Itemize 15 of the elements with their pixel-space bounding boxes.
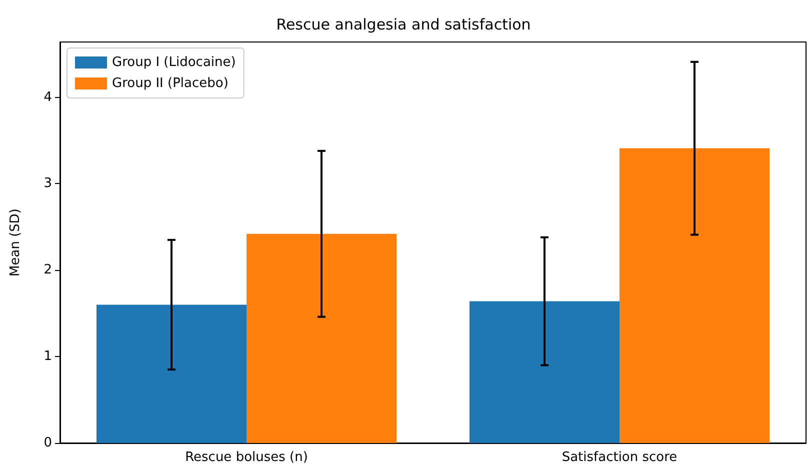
y-axis-title: Mean (SD) [8,208,23,276]
y-tick-label: 1 [44,349,52,364]
chart-title: Rescue analgesia and satisfaction [276,16,531,34]
x-tick-label: Satisfaction score [562,450,678,465]
y-tick-label: 4 [44,90,52,105]
bar [96,304,246,443]
y-tick-label: 2 [44,262,52,278]
bar [620,148,770,443]
legend-label: Group I (Lidocaine) [112,55,236,70]
y-tick-label: 0 [44,436,52,450]
y-tick-label: 3 [44,176,52,192]
x-tick-label: Rescue boluses (n) [185,450,308,465]
bar [470,301,620,443]
legend-label: Group II (Placebo) [112,76,228,91]
bar [246,234,396,443]
